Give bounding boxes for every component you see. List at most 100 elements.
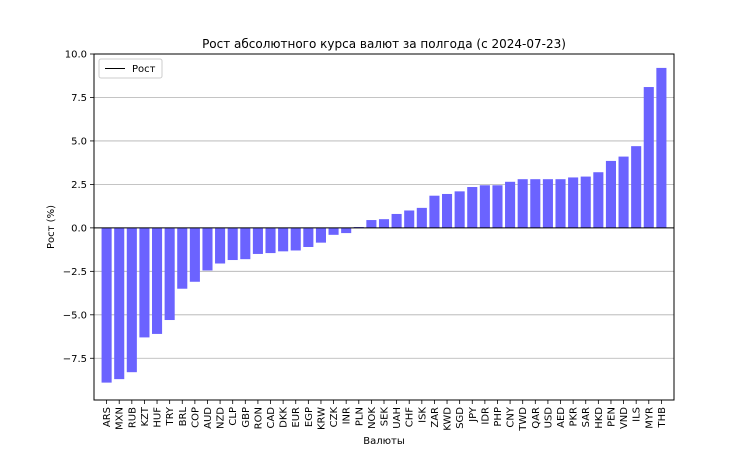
bar-nok [366,220,377,228]
x-tick-label-zar: ZAR [430,407,441,428]
bar-chf [404,210,415,228]
x-tick-label-pkr: PKR [569,407,580,427]
bar-clp [227,227,238,261]
bar-kwd [442,193,453,228]
legend-entry-label: Рост [132,64,156,75]
chart-title: Рост абсолютного курса валют за полгода … [202,37,566,51]
y-tick-label: 2.5 [71,180,87,191]
y-tick-label: −2.5 [63,267,87,278]
y-tick-label: 5.0 [71,136,87,147]
bar-nzd [215,227,226,264]
bar-ron [252,227,263,254]
bar-sek [378,219,390,228]
plot-area [93,53,675,401]
x-tick-label-cny: CNY [506,406,517,427]
x-tick-label-jpy: JPY [468,406,479,423]
x-tick-label-nok: NOK [367,407,378,429]
bar-kzt [139,227,150,338]
bar-qar [530,179,541,228]
bar-cad [265,227,276,254]
x-axis-label: Валюты [363,436,405,447]
bar-php [492,185,503,228]
bar-try [164,227,175,321]
y-tick-label: −7.5 [63,354,87,365]
x-tick-label-czk: CZK [329,407,340,428]
bar-aed [555,179,566,228]
bar-cop [189,227,200,282]
x-tick-label-nzd: NZD [216,407,227,429]
bar-dkk [278,227,289,252]
bar-thb [656,67,667,228]
x-tick-label-ars: ARS [102,407,113,427]
bar-egp [303,227,314,247]
y-axis: −7.5 −5.0 −2.5 0.0 2.5 5.0 7.5 10.0 [63,50,94,365]
bar-rub [126,227,137,373]
y-axis-label: Рост (%) [46,205,57,249]
bar-krw [315,227,326,243]
bar-usd [542,179,553,228]
x-tick-label-aud: AUD [203,407,214,429]
bar-pen [605,160,616,228]
x-tick-label-egp: EGP [304,407,315,427]
bar-aud [202,227,213,271]
bar-ars [101,227,112,383]
bar-mxn [114,227,125,380]
x-tick-label-try: TRY [165,406,176,426]
bar-sar [580,176,591,228]
x-tick-label-sgd: SGD [455,407,466,429]
bar-sgd [454,191,465,228]
x-tick-label-pen: PEN [606,407,617,427]
bar-gbp [240,227,251,260]
bar-hkd [593,172,604,228]
x-tick-label-clp: CLP [228,407,239,426]
bar-brl [177,227,188,289]
x-tick-label-dkk: DKK [279,407,290,428]
x-tick-label-thb: THB [657,407,668,429]
x-tick-label-krw: KRW [316,407,327,430]
x-tick-label-sek: SEK [380,407,391,427]
bar-idr [479,185,490,228]
x-tick-label-aed: AED [556,407,567,428]
x-tick-label-idr: IDR [480,407,491,425]
y-tick-label: 10.0 [65,50,87,61]
x-tick-label-huf: HUF [153,407,164,428]
bar-myr [643,87,654,228]
x-tick-label-vnd: VND [619,407,630,429]
y-tick-label: 0.0 [71,223,87,234]
bar-isk [416,207,427,228]
x-tick-label-qar: QAR [531,407,542,429]
x-axis: ARS MXN RUB KZT HUF TRY BRL COP AUD NZD CLP GBP RON C… [102,400,668,432]
bar-uah [391,213,402,228]
bar-vnd [618,156,629,228]
x-tick-label-inr: INR [342,407,353,424]
bars [101,67,667,383]
x-tick-label-kwd: KWD [443,407,454,431]
bar-twd [517,179,528,228]
bar-eur [290,227,301,251]
x-tick-label-sar: SAR [581,407,592,427]
bar-jpy [467,187,478,228]
x-tick-label-gbp: GBP [241,407,252,428]
x-tick-label-ron: RON [253,407,264,429]
x-tick-label-usd: USD [543,407,554,429]
x-tick-label-ils: ILS [632,407,643,422]
x-tick-label-pln: PLN [354,407,365,426]
x-tick-label-chf: CHF [405,407,416,428]
x-tick-label-cad: CAD [266,407,277,429]
x-tick-label-hkd: HKD [594,407,605,429]
x-tick-label-cop: COP [190,407,201,428]
legend: Рост [98,58,163,79]
bar-ils [631,146,642,228]
x-tick-label-mxn: MXN [115,407,126,430]
y-tick-label: −5.0 [63,310,87,321]
legend-box [98,58,163,79]
x-tick-label-isk: ISK [417,407,428,423]
x-tick-label-twd: TWD [518,407,529,432]
x-tick-label-kzt: KZT [140,406,151,426]
x-tick-label-myr: MYR [644,407,655,429]
bar-inr [341,227,352,234]
bar-zar [429,195,440,228]
x-tick-label-rub: RUB [127,407,138,428]
bar-cny [505,181,516,228]
